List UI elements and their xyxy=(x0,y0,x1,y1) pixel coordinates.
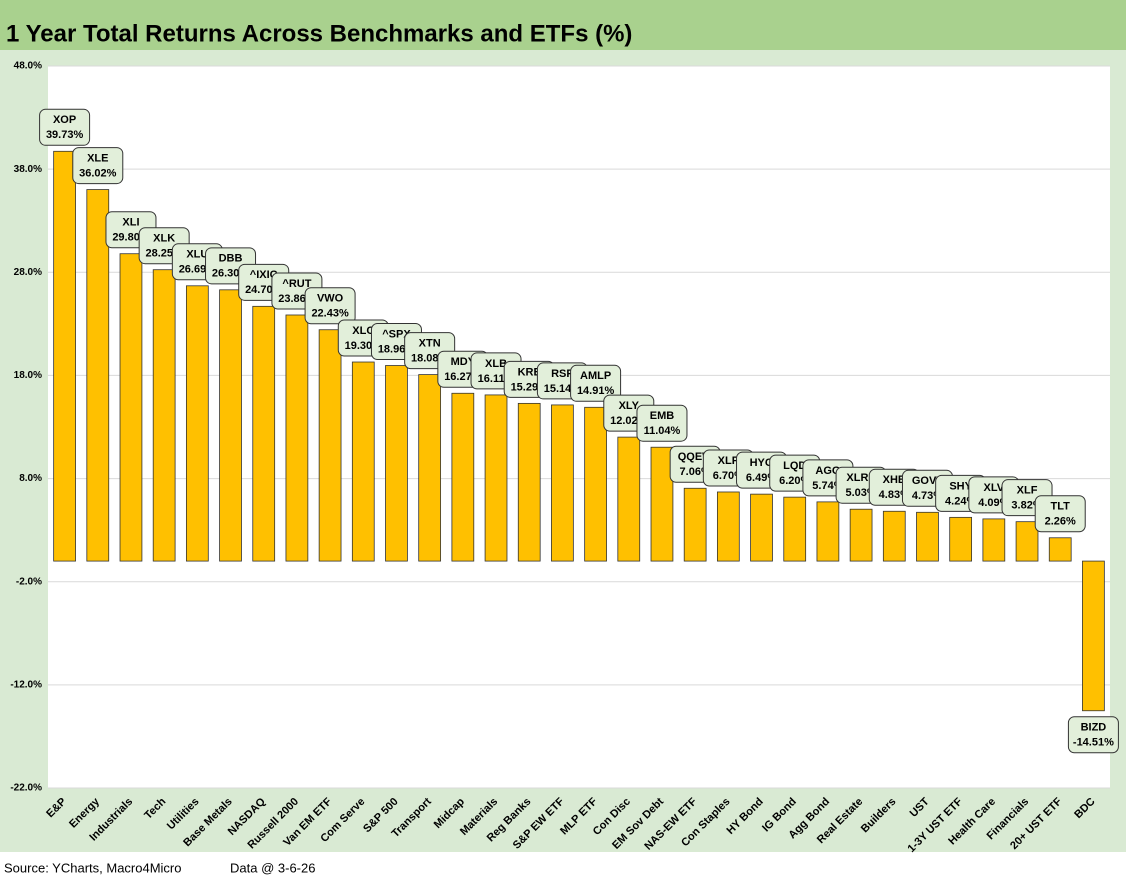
label-ticker: XOP xyxy=(53,114,76,126)
y-tick-label: -22.0% xyxy=(10,783,42,794)
label-ticker: ^RUT xyxy=(282,278,311,290)
label-ticker: XHB xyxy=(883,474,906,486)
value-label: 2.26% xyxy=(1045,516,1076,528)
bar xyxy=(916,511,939,562)
label-ticker: XLV xyxy=(984,482,1005,494)
label-ticker: XLE xyxy=(87,152,108,164)
label-ticker: XLI xyxy=(122,217,139,229)
label-ticker: XLF xyxy=(1017,485,1038,497)
bar xyxy=(683,487,707,562)
y-tick-label: 28.0% xyxy=(14,267,42,278)
label-ticker: TLT xyxy=(1051,501,1071,513)
value-label: 22.43% xyxy=(311,308,349,320)
label-ticker: VWO xyxy=(317,293,344,305)
y-tick-label: 8.0% xyxy=(19,473,42,484)
bar xyxy=(86,189,110,562)
bar xyxy=(849,508,873,562)
bar xyxy=(1015,521,1039,562)
data-label: EMB 11.04% xyxy=(636,404,688,442)
label-ticker: AMLP xyxy=(580,370,611,382)
bar xyxy=(617,436,641,562)
label-box xyxy=(636,404,688,442)
label-ticker: RSP xyxy=(551,368,574,380)
label-ticker: XLU xyxy=(186,249,208,261)
label-ticker: XLP xyxy=(718,455,739,467)
bar xyxy=(185,285,209,562)
value-label: 11.04% xyxy=(644,425,681,437)
bar xyxy=(351,361,375,562)
bar xyxy=(1048,537,1072,562)
y-tick-label: 48.0% xyxy=(14,61,42,72)
label-ticker: EMB xyxy=(650,410,675,422)
bar xyxy=(584,406,607,562)
bar xyxy=(385,365,408,562)
y-tick-label: -12.0% xyxy=(10,679,42,690)
label-ticker: XLK xyxy=(153,233,175,245)
bar xyxy=(716,491,740,562)
bar xyxy=(451,392,475,562)
bar xyxy=(882,510,906,562)
bar xyxy=(418,374,442,562)
data-label: VWO 22.43% xyxy=(304,287,356,325)
label-ticker: ^SPX xyxy=(382,328,411,340)
label-ticker: DBB xyxy=(219,253,243,265)
chart-title: 1 Year Total Returns Across Benchmarks a… xyxy=(6,20,632,47)
bar xyxy=(152,269,176,562)
label-ticker: HYG xyxy=(750,457,774,469)
source-note: Source: YCharts, Macro4Micro xyxy=(4,860,182,875)
label-ticker: MDY xyxy=(451,356,476,368)
label-ticker: XLY xyxy=(619,400,640,412)
label-box xyxy=(1034,495,1086,533)
bar xyxy=(949,516,973,562)
y-tick-label: -2.0% xyxy=(16,576,42,587)
value-label: 39.73% xyxy=(46,129,84,141)
label-box xyxy=(570,364,622,402)
label-ticker: LQD xyxy=(783,460,806,472)
label-ticker: SHY xyxy=(949,480,972,492)
label-ticker: XLRE xyxy=(846,472,875,484)
label-box xyxy=(1067,716,1119,754)
value-label: -14.51% xyxy=(1073,737,1114,749)
label-ticker: XTN xyxy=(419,338,441,350)
bar xyxy=(816,501,840,562)
data-label: XLE 36.02% xyxy=(72,147,124,185)
label-ticker: ^IXIC xyxy=(250,269,278,281)
bar xyxy=(750,493,773,562)
bar xyxy=(318,329,342,562)
bar xyxy=(252,305,276,562)
data-label: TLT 2.26% xyxy=(1034,495,1086,533)
label-box xyxy=(39,108,91,146)
bar xyxy=(517,402,541,562)
bar xyxy=(982,518,1006,562)
label-ticker: XLC xyxy=(352,325,374,337)
data-label: BIZD -14.51% xyxy=(1067,716,1119,754)
label-ticker: KRE xyxy=(518,366,541,378)
bar xyxy=(53,150,76,562)
data-label: AMLP 14.91% xyxy=(570,364,622,402)
y-tick-label: 38.0% xyxy=(14,164,42,175)
bar xyxy=(484,394,508,562)
y-tick-label: 18.0% xyxy=(14,370,42,381)
data-note: Data @ 3-6-26 xyxy=(230,860,315,875)
label-box xyxy=(72,147,124,185)
data-label: XOP 39.73% xyxy=(39,108,91,146)
bar xyxy=(119,253,143,562)
bar xyxy=(1082,560,1105,712)
label-ticker: BIZD xyxy=(1081,722,1107,734)
title-bar xyxy=(0,0,1126,50)
bar xyxy=(219,289,242,562)
bar xyxy=(285,314,309,562)
label-ticker: XLB xyxy=(485,358,507,370)
bar xyxy=(783,496,807,562)
value-label: 14.91% xyxy=(577,385,615,397)
bar xyxy=(650,446,674,562)
bar xyxy=(551,404,574,562)
label-box xyxy=(304,287,356,325)
value-label: 36.02% xyxy=(79,167,117,179)
label-ticker: AGG xyxy=(815,465,840,477)
